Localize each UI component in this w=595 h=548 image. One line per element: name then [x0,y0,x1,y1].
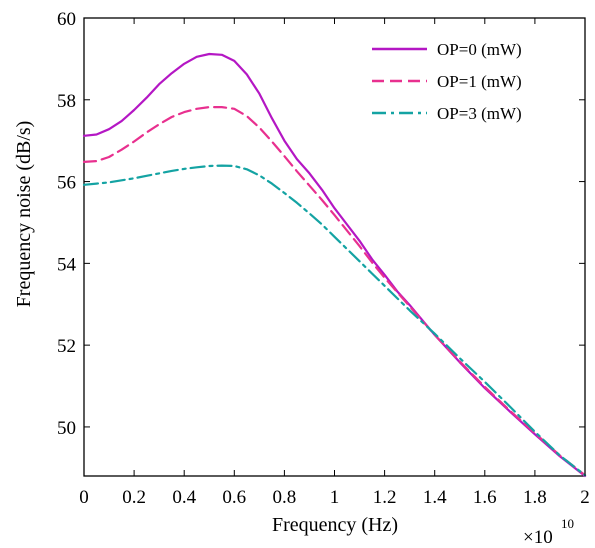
legend-label-1: OP=0 (mW) [437,40,522,59]
legend-label-3: OP=3 (mW) [437,104,522,123]
x-tick-label: 0.8 [273,487,297,508]
y-tick-label: 60 [57,9,76,30]
legend-label-2: OP=1 (mW) [437,72,522,91]
x-tick-label: 1 [330,487,340,508]
y-tick-label: 52 [57,336,76,357]
series-line-2 [82,105,587,477]
series-lines [82,52,587,478]
y-axis-ticks: 50 52 54 56 58 60 [57,9,585,439]
x-axis-ticks: 0 0.2 0.4 0.6 0.8 1 1.2 1.4 1.6 1.8 2 [79,18,590,508]
x-tick-label: 1.6 [473,487,497,508]
y-tick-label: 58 [57,91,76,112]
x-multiplier-base: ×10 [523,527,553,548]
x-axis-label: Frequency (Hz) [272,514,398,536]
series-line-3 [82,164,587,477]
legend: OP=0 (mW) OP=1 (mW) OP=3 (mW) [372,40,522,123]
x-tick-label: 1.4 [423,487,447,508]
y-tick-label: 54 [57,254,77,275]
x-tick-label: 1.8 [523,487,547,508]
x-tick-label: 0.2 [122,487,146,508]
x-tick-label: 1.2 [373,487,397,508]
x-multiplier-exponent: 10 [561,516,574,531]
x-tick-label: 0.6 [222,487,246,508]
y-tick-label: 56 [57,173,76,194]
x-tick-label: 0 [79,487,89,508]
y-tick-label: 50 [57,418,76,439]
x-tick-label: 0.4 [172,487,196,508]
x-tick-label: 2 [580,487,590,508]
x-axis-multiplier: ×10 10 [523,516,574,548]
y-axis-label: Frequency noise (dB/s) [13,121,35,308]
